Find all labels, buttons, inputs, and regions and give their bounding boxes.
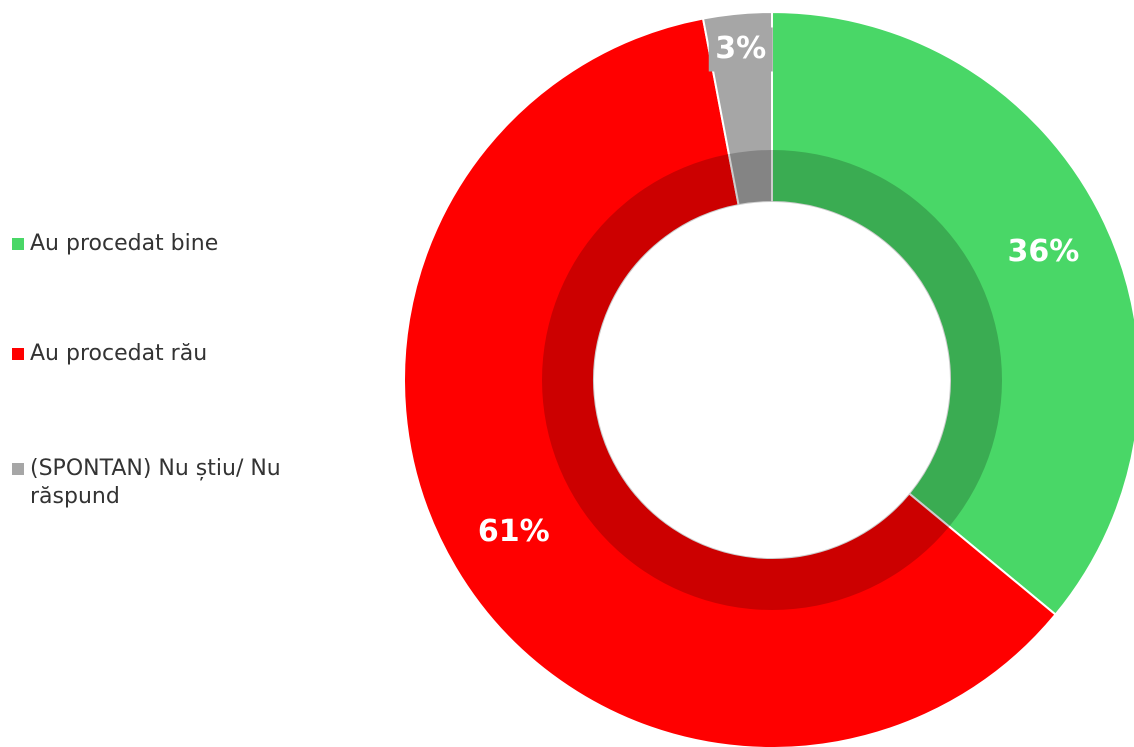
donut-segment (771, 10, 1134, 616)
legend-label: Au procedat rău (30, 341, 208, 366)
data-label: 3% (715, 31, 766, 66)
legend-item: Au procedat bine (12, 230, 362, 258)
inner-shade (542, 150, 1002, 610)
legend-item: Au procedat rău (12, 340, 362, 368)
legend-swatch (12, 238, 24, 250)
legend-swatch (12, 463, 24, 475)
legend-item: (SPONTAN) Nu știu/ Nu răspund (12, 455, 362, 511)
legend-label: Au procedat bine (30, 231, 219, 256)
data-label: 36% (1008, 234, 1080, 269)
donut-segment (403, 17, 1057, 747)
label-box (708, 27, 773, 72)
legend-label: (SPONTAN) Nu știu/ Nu răspund (30, 456, 281, 509)
legend-swatch (12, 348, 24, 360)
data-label: 61% (478, 514, 550, 549)
